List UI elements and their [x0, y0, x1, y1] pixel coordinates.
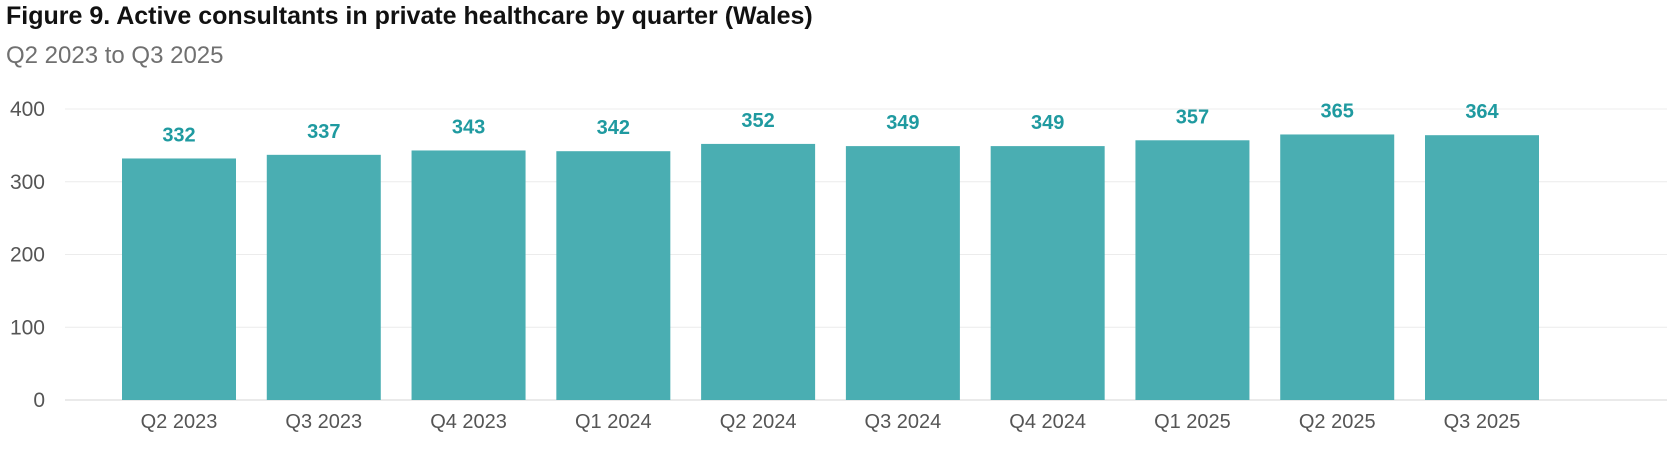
bar — [266, 154, 381, 400]
x-tick-label: Q4 2024 — [1009, 411, 1086, 433]
x-tick-label: Q1 2024 — [575, 411, 652, 433]
bar — [1280, 134, 1395, 400]
x-tick-label: Q1 2025 — [1154, 411, 1231, 433]
bar — [1135, 140, 1250, 400]
x-axis-ticks: Q2 2023 Q3 2023 Q4 2023 Q1 2024 Q2 2024 Q3 20… — [141, 411, 1521, 433]
bar — [1425, 135, 1539, 400]
y-axis-ticks: 0 100 200 300 400 — [10, 98, 45, 412]
chart-title: Figure 9. Active consultants in private … — [6, 2, 813, 30]
bar — [701, 143, 816, 401]
data-label: 352 — [741, 110, 774, 132]
data-label: 332 — [162, 124, 195, 146]
bar — [122, 158, 236, 400]
data-label: 364 — [1465, 101, 1499, 123]
data-label: 365 — [1321, 100, 1354, 122]
x-tick-label: Q3 2024 — [865, 411, 942, 433]
x-tick-label: Q4 2023 — [430, 411, 507, 433]
data-label: 342 — [597, 117, 630, 139]
y-tick-label: 300 — [10, 171, 45, 194]
data-label: 357 — [1176, 106, 1209, 128]
data-label: 349 — [1031, 112, 1064, 134]
bar — [990, 146, 1105, 400]
chart-subtitle: Q2 2023 to Q3 2025 — [6, 42, 224, 69]
data-label: 349 — [886, 112, 919, 134]
bar — [845, 146, 960, 400]
data-label: 337 — [307, 121, 340, 143]
x-tick-label: Q3 2025 — [1444, 411, 1521, 433]
y-tick-label: 0 — [33, 389, 45, 412]
bar — [556, 151, 671, 400]
x-tick-label: Q3 2023 — [285, 411, 362, 433]
y-tick-label: 100 — [10, 316, 45, 339]
x-tick-label: Q2 2025 — [1299, 411, 1376, 433]
bar — [411, 150, 526, 400]
y-tick-label: 200 — [10, 244, 45, 267]
y-tick-label: 400 — [10, 98, 45, 121]
bars — [122, 134, 1539, 401]
data-label: 343 — [452, 116, 485, 138]
data-labels: 332 337 343 342 352 349 349 357 365 364 — [162, 100, 1499, 146]
x-tick-label: Q2 2023 — [141, 411, 218, 433]
x-tick-label: Q2 2024 — [720, 411, 797, 433]
